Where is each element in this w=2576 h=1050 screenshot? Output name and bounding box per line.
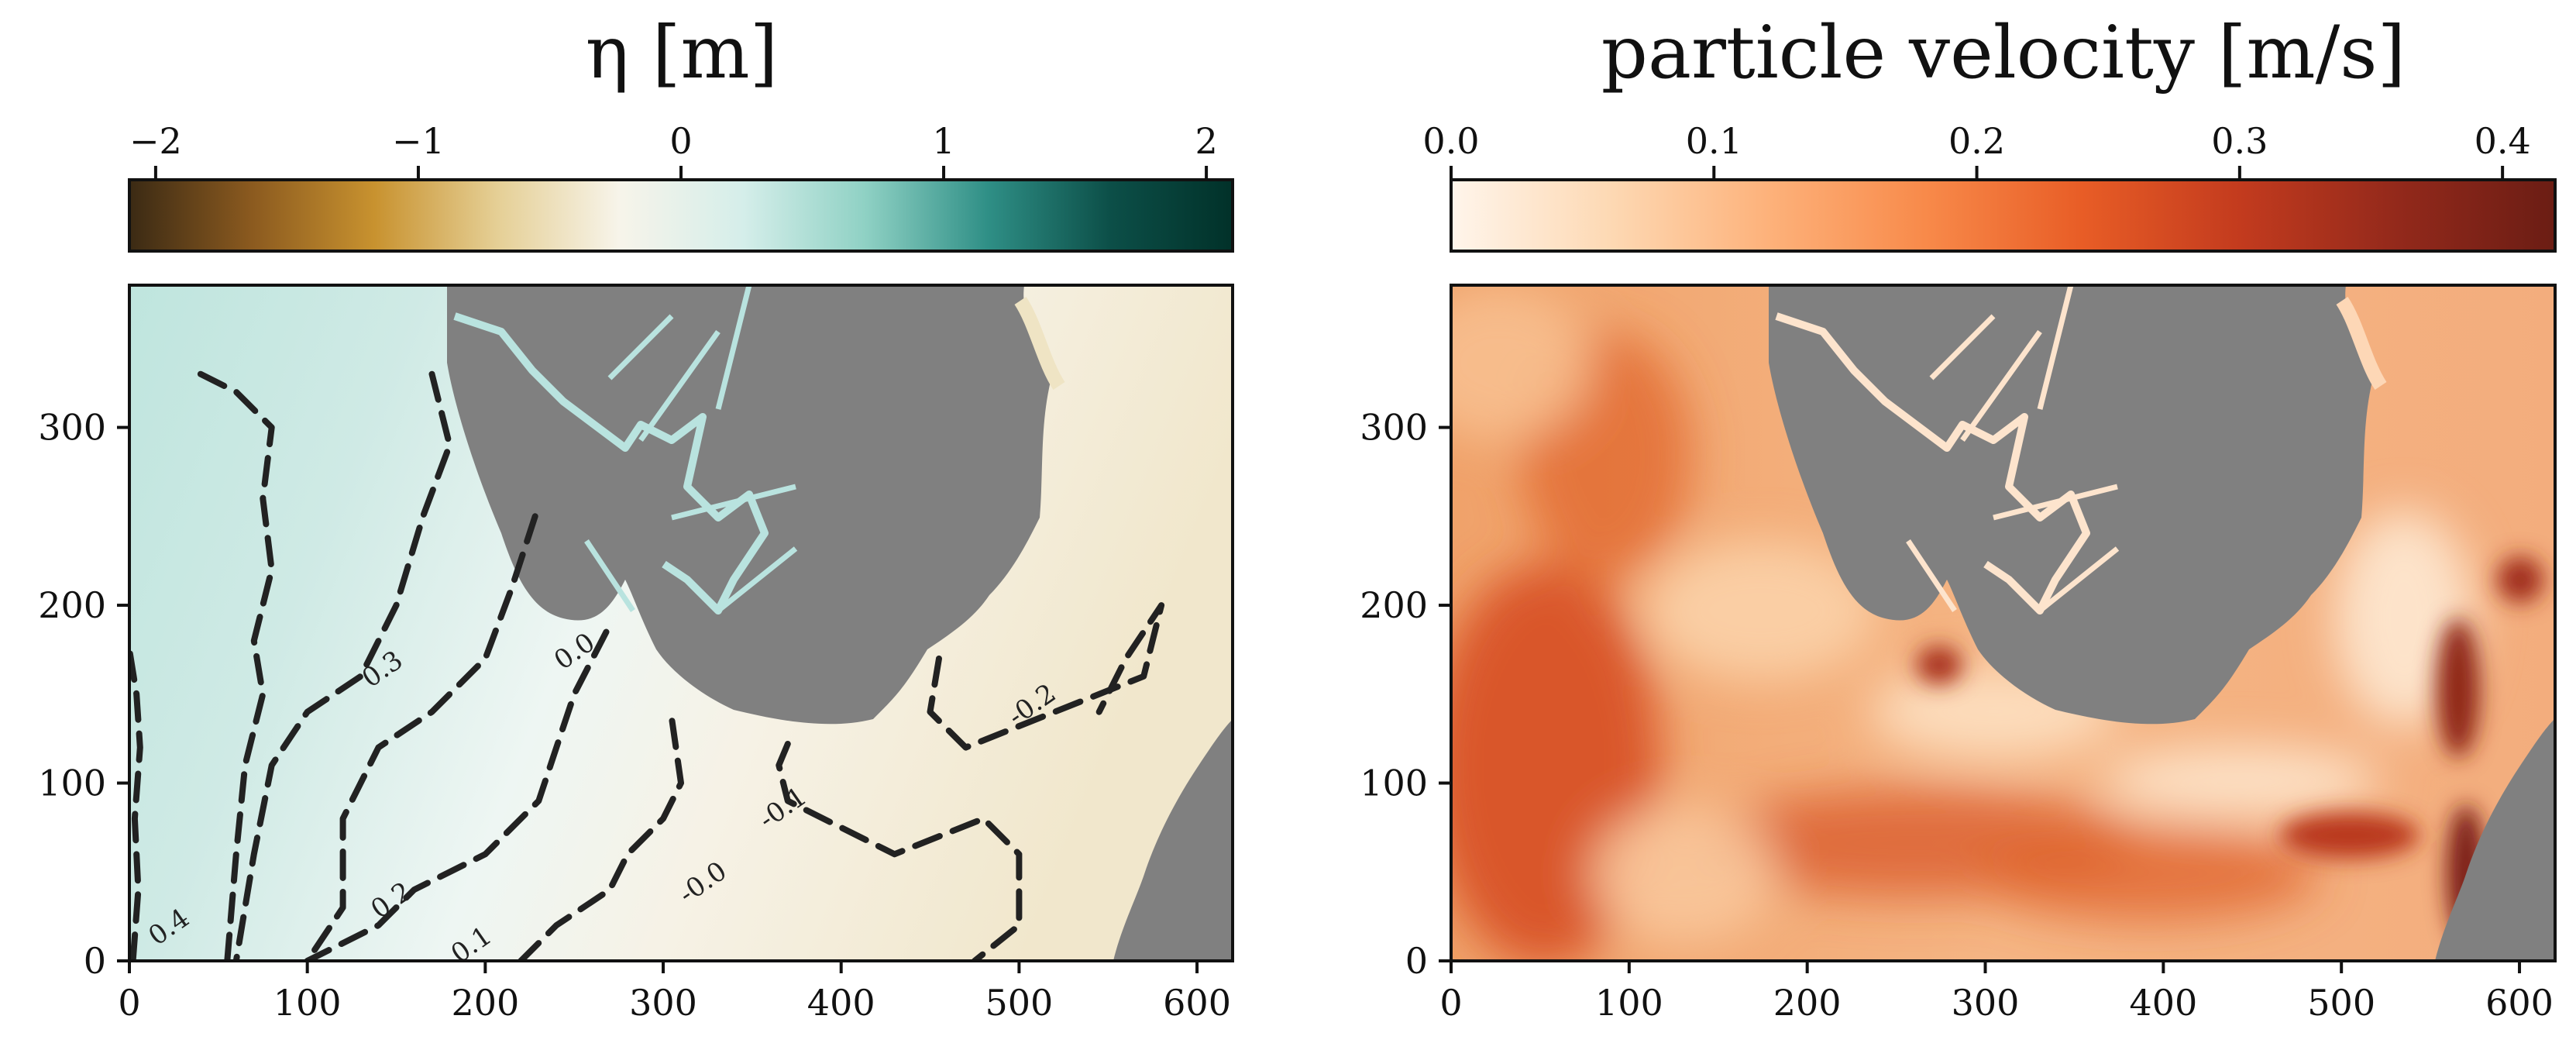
eta-y-tick-label: 200 — [38, 584, 106, 626]
velocity-y-tick-label: 100 — [1360, 763, 1428, 804]
eta-northeast-coast — [1014, 297, 1065, 390]
velocity-texture — [1451, 285, 2474, 961]
eta-x-tick-label: 300 — [629, 982, 697, 1024]
eta-colorbar-tick-label: 1 — [932, 120, 954, 162]
eta-panel: η [m] −2 −1 0 1 2 0.40.30.20.10.0-0.0-0.1-0.… — [38, 11, 1234, 1024]
eta-x-tick-label: 400 — [807, 982, 875, 1024]
velocity-colorbar: 0.0 0.1 0.2 0.3 0.4 — [1422, 120, 2557, 253]
eta-contour-line — [129, 646, 143, 961]
velocity-fjords-branches — [1906, 285, 2120, 613]
velocity-y-axis: 0 100 200 300 — [1360, 407, 1451, 982]
eta-y-tick-label: 0 — [84, 940, 106, 982]
velocity-plot — [1451, 285, 2555, 961]
eta-x-tick-label: 500 — [985, 982, 1053, 1024]
eta-colorbar-tick-label: 2 — [1195, 120, 1217, 162]
velocity-y-tick-label: 300 — [1360, 407, 1428, 449]
velocity-x-tick-label: 600 — [2485, 982, 2554, 1024]
velocity-x-tick-label: 0 — [1439, 982, 1462, 1024]
eta-colorbar-tick-label: −2 — [129, 120, 182, 162]
eta-fjords-branches — [584, 285, 798, 613]
velocity-x-tick-label: 200 — [1773, 982, 1842, 1024]
velocity-x-tick-label: 100 — [1595, 982, 1663, 1024]
velocity-x-tick-label: 300 — [1952, 982, 2020, 1024]
eta-colorbar-bar — [128, 178, 1234, 253]
eta-x-tick-label: 100 — [273, 982, 342, 1024]
velocity-colorbar-bar — [1450, 178, 2557, 253]
velocity-colorbar-tick-label: 0.2 — [1948, 120, 2005, 162]
eta-y-axis: 0 100 200 300 — [38, 407, 129, 982]
eta-x-tick-label: 200 — [451, 982, 519, 1024]
velocity-y-tick-label: 200 — [1360, 584, 1428, 626]
eta-colorbar-tick-label: 0 — [669, 120, 692, 162]
velocity-panel: particle velocity [m/s] 0.0 0.1 0.2 0.3 0.4 — [1360, 11, 2557, 1024]
eta-contour-line — [197, 370, 275, 961]
eta-y-tick-label: 100 — [38, 763, 106, 804]
eta-colorbar-ticks: −2 −1 0 1 2 — [129, 120, 1218, 180]
velocity-fjords — [1775, 312, 2090, 615]
velocity-colorbar-tick-label: 0.4 — [2475, 120, 2531, 162]
eta-colorbar-tick-label: −1 — [392, 120, 445, 162]
velocity-y-tick-label: 0 — [1405, 940, 1428, 982]
eta-fjords — [453, 312, 769, 615]
velocity-plot-frame — [1450, 284, 2557, 962]
eta-contour-line — [304, 513, 538, 961]
velocity-x-axis: 0 100 200 300 400 500 600 — [1439, 961, 2554, 1024]
eta-contour-line — [776, 741, 1023, 961]
eta-x-tick-label: 0 — [118, 982, 140, 1024]
eta-plot-frame — [128, 284, 1234, 962]
velocity-colorbar-tick-label: 0.3 — [2211, 120, 2268, 162]
eta-contour-line — [518, 718, 684, 961]
eta-x-tick-label: 600 — [1163, 982, 1231, 1024]
eta-contour-line — [927, 602, 1165, 751]
eta-colorbar: −2 −1 0 1 2 — [128, 120, 1234, 253]
eta-contour-line — [232, 370, 453, 961]
velocity-colorbar-tick-label: 0.0 — [1422, 120, 1479, 162]
velocity-northeast-coast — [2336, 297, 2387, 390]
velocity-x-tick-label: 400 — [2129, 982, 2197, 1024]
velocity-colorbar-ticks: 0.0 0.1 0.2 0.3 0.4 — [1422, 120, 2531, 180]
eta-contour-line — [304, 628, 610, 961]
eta-title: η [m] — [586, 11, 779, 95]
eta-plot: 0.40.30.20.10.0-0.0-0.1-0.2 — [129, 285, 1233, 961]
eta-y-tick-label: 300 — [38, 407, 106, 449]
velocity-title: particle velocity [m/s] — [1601, 11, 2406, 95]
velocity-x-tick-label: 500 — [2307, 982, 2375, 1024]
eta-x-axis: 0 100 200 300 400 500 600 — [118, 961, 1231, 1024]
velocity-colorbar-tick-label: 0.1 — [1686, 120, 1742, 162]
